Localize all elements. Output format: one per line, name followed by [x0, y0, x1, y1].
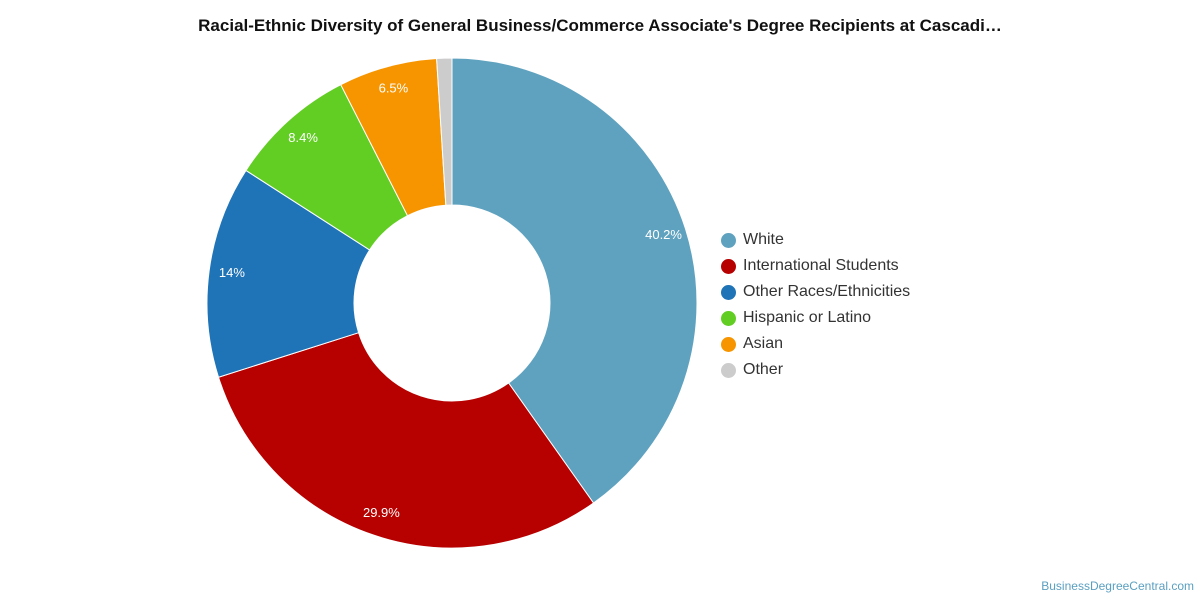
legend-label: Asian: [743, 335, 784, 352]
slice-labels: 40.2% 29.9% 14% 8.4% 6.5%: [219, 80, 683, 520]
legend-swatch: [721, 310, 736, 326]
slice-other-races-ethnicities[interactable]: [206, 169, 371, 378]
data-label-asian: 6.5%: [379, 80, 409, 95]
legend-swatch: [721, 284, 736, 300]
slice-other[interactable]: [436, 57, 453, 206]
legend-label: Other: [743, 361, 784, 378]
legend-label: Hispanic or Latino: [743, 309, 872, 326]
legend-label: International Students: [743, 257, 899, 274]
legend-item-hispanic-or-latino[interactable]: Hispanic or Latino: [721, 305, 910, 331]
legend-item-international-students[interactable]: International Students: [721, 253, 910, 279]
source-credit[interactable]: BusinessDegreeCentral.com: [1041, 579, 1194, 593]
legend-swatch: [721, 232, 736, 248]
legend-swatch: [721, 258, 736, 274]
data-label-hispanic-or-latino: 8.4%: [288, 130, 318, 145]
data-label-white: 40.2%: [645, 227, 682, 242]
legend-label: White: [743, 231, 784, 248]
legend-swatch: [721, 336, 736, 352]
legend: White International Students Other Races/E…: [721, 227, 910, 383]
slice-international-students[interactable]: [217, 332, 595, 549]
legend-swatch: [721, 362, 736, 378]
slices: [206, 57, 698, 549]
chart-title: Racial-Ethnic Diversity of General Busin…: [198, 16, 1002, 35]
data-label-other-races-ethnicities: 14%: [219, 265, 245, 280]
data-label-international-students: 29.9%: [363, 505, 400, 520]
legend-label: Other Races/Ethnicities: [743, 283, 911, 300]
legend-item-white[interactable]: White: [721, 227, 910, 253]
legend-item-other-races-ethnicities[interactable]: Other Races/Ethnicities: [721, 279, 910, 305]
legend-item-asian[interactable]: Asian: [721, 331, 910, 357]
slice-white[interactable]: [451, 57, 698, 504]
legend-item-other[interactable]: Other: [721, 357, 910, 383]
